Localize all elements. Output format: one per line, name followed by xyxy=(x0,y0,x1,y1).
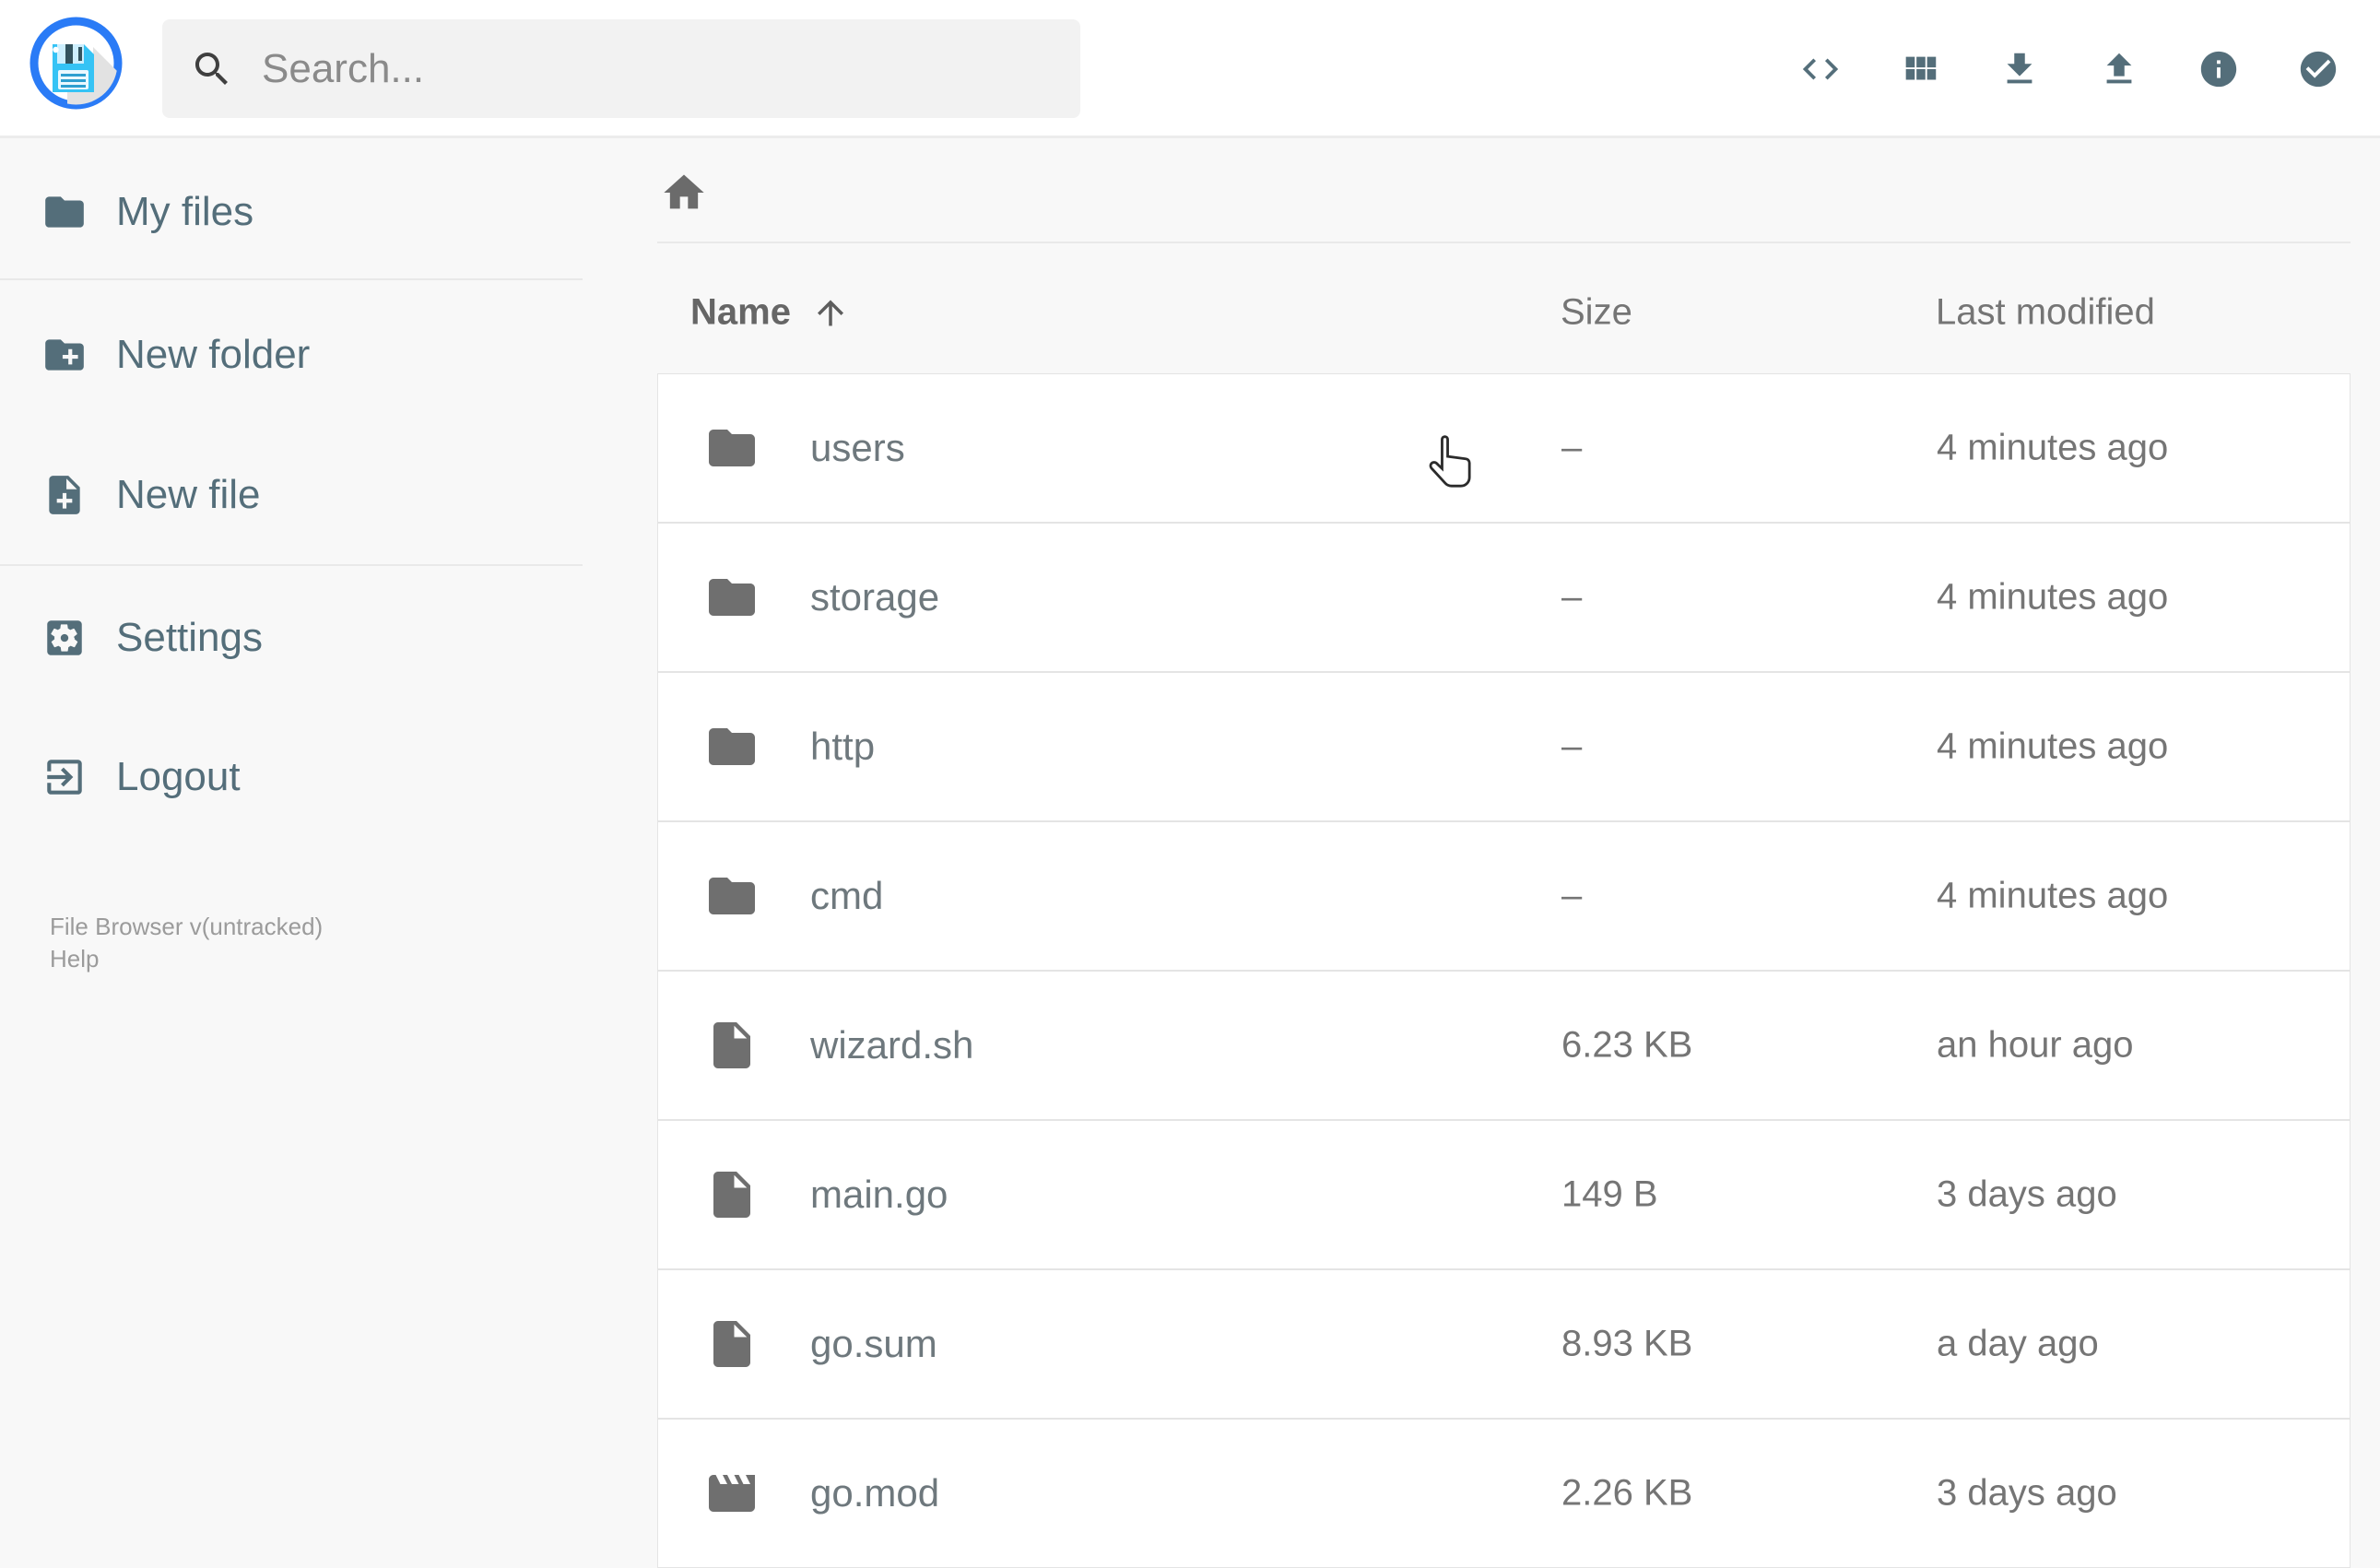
sidebar-item-label: New folder xyxy=(116,332,311,377)
listing-row-go.mod[interactable]: go.mod 2.26 KB 3 days ago xyxy=(657,1419,2351,1568)
info-button[interactable] xyxy=(2197,48,2240,90)
raw-view-button[interactable] xyxy=(1799,48,1842,90)
download-button[interactable] xyxy=(1998,48,2041,90)
file-icon xyxy=(704,1316,760,1372)
file-modified: 4 minutes ago xyxy=(1937,576,2169,618)
sidebar-item-label: Settings xyxy=(116,615,263,660)
file-size: – xyxy=(1561,875,1583,916)
header-actions xyxy=(1799,0,2339,138)
new-folder-icon xyxy=(41,332,88,378)
folder-icon xyxy=(704,420,760,476)
file-modified: 4 minutes ago xyxy=(1937,427,2169,468)
home-icon xyxy=(660,169,708,217)
file-modified: 4 minutes ago xyxy=(1937,875,2169,916)
check-circle-icon xyxy=(2297,48,2339,90)
sidebar-item-new-file[interactable]: New file xyxy=(0,456,583,534)
download-icon xyxy=(1998,48,2041,90)
new-file-icon xyxy=(41,472,88,518)
file-size: – xyxy=(1561,576,1583,618)
file-modified: 3 days ago xyxy=(1937,1472,2117,1514)
file-icon xyxy=(704,1018,760,1073)
sidebar-item-my-files[interactable]: My files xyxy=(0,173,583,251)
settings-icon xyxy=(41,615,88,661)
file-modified: an hour ago xyxy=(1937,1024,2134,1066)
upload-icon xyxy=(2098,48,2140,90)
grid-view-button[interactable] xyxy=(1899,48,1941,90)
sidebar-item-new-folder[interactable]: New folder xyxy=(0,316,583,394)
file-listing-area: Name Size Last modified users – 4 minute… xyxy=(657,141,2351,1568)
listing-row-cmd[interactable]: cmd – 4 minutes ago xyxy=(657,821,2351,971)
logout-icon xyxy=(41,754,88,800)
file-name: http xyxy=(810,725,876,768)
sidebar-item-logout[interactable]: Logout xyxy=(0,738,583,816)
folder-icon xyxy=(41,189,88,235)
file-name: wizard.sh xyxy=(810,1023,974,1067)
file-size: 6.23 KB xyxy=(1561,1024,1693,1066)
info-icon xyxy=(2197,48,2240,90)
file-name: cmd xyxy=(810,874,884,917)
sort-by-modified-header[interactable]: Last modified xyxy=(1936,291,2155,333)
listing-header: Name Size Last modified xyxy=(657,285,2351,340)
sidebar-item-label: My files xyxy=(116,189,254,234)
file-size: – xyxy=(1561,427,1583,468)
floppy-disk-icon xyxy=(29,17,123,110)
search-icon xyxy=(190,47,234,91)
app-version-text: File Browser v(untracked) xyxy=(50,913,324,940)
file-modified: 3 days ago xyxy=(1937,1173,2117,1215)
file-name: users xyxy=(810,426,905,469)
listing-row-wizard.sh[interactable]: wizard.sh 6.23 KB an hour ago xyxy=(657,971,2351,1120)
listing-row-users[interactable]: users – 4 minutes ago xyxy=(657,373,2351,523)
file-icon xyxy=(704,1167,760,1222)
file-size: – xyxy=(1561,725,1583,767)
sort-ascending-icon xyxy=(811,293,850,332)
search-input[interactable] xyxy=(262,45,1053,92)
breadcrumb-home-button[interactable] xyxy=(660,169,708,217)
folder-icon xyxy=(704,570,760,625)
sidebar-item-label: New file xyxy=(116,472,261,517)
search-bar[interactable] xyxy=(162,19,1080,118)
sidebar-divider xyxy=(0,278,583,280)
file-size: 149 B xyxy=(1561,1173,1658,1215)
sort-by-size-header[interactable]: Size xyxy=(1561,291,1632,333)
breadcrumb-divider xyxy=(657,242,2351,243)
file-name: main.go xyxy=(810,1173,948,1216)
file-name: go.sum xyxy=(810,1322,937,1365)
sidebar-footer: File Browser v(untracked) Help xyxy=(50,911,323,975)
movie-icon xyxy=(704,1466,760,1521)
code-icon xyxy=(1799,48,1842,90)
listing-row-http[interactable]: http – 4 minutes ago xyxy=(657,672,2351,821)
listing-row-storage[interactable]: storage – 4 minutes ago xyxy=(657,523,2351,672)
file-name: go.mod xyxy=(810,1471,940,1515)
file-size: 2.26 KB xyxy=(1561,1472,1693,1514)
upload-button[interactable] xyxy=(2098,48,2140,90)
listing-row-go.sum[interactable]: go.sum 8.93 KB a day ago xyxy=(657,1269,2351,1419)
file-modified: a day ago xyxy=(1937,1323,2099,1364)
folder-icon xyxy=(704,868,760,924)
listing-row-main.go[interactable]: main.go 149 B 3 days ago xyxy=(657,1120,2351,1269)
file-size: 8.93 KB xyxy=(1561,1323,1693,1364)
sidebar-item-settings[interactable]: Settings xyxy=(0,599,583,677)
name-column-label: Name xyxy=(690,291,791,333)
select-multiple-button[interactable] xyxy=(2297,48,2339,90)
file-list: users – 4 minutes ago storage – 4 minute… xyxy=(657,373,2351,1568)
file-modified: 4 minutes ago xyxy=(1937,725,2169,767)
grid-view-icon xyxy=(1899,48,1941,90)
sidebar: My files New folder New file Settings Lo… xyxy=(0,141,583,1530)
folder-icon xyxy=(704,719,760,774)
sidebar-item-label: Logout xyxy=(116,754,241,799)
filebrowser-logo[interactable] xyxy=(29,17,123,110)
sort-by-name-header[interactable]: Name xyxy=(690,292,850,334)
app-header xyxy=(0,0,2380,138)
sidebar-divider xyxy=(0,564,583,566)
help-link[interactable]: Help xyxy=(50,945,100,973)
file-name: storage xyxy=(810,575,940,619)
